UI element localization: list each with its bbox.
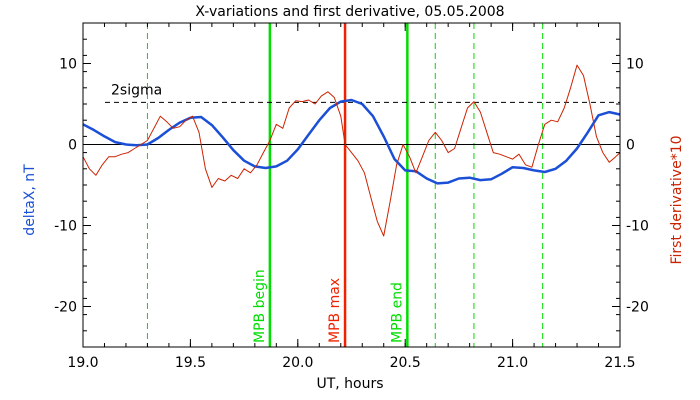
x-axis-label: UT, hours <box>316 376 383 392</box>
axis-ticks: 19.0 19.5 20.0 20.5 21.0 21.5 10 10 0 0 -10 -10 -20 -… <box>54 22 649 371</box>
y2-axis-label: First derivative*10 <box>669 135 685 264</box>
y-tick-label: -20 <box>54 300 77 316</box>
x-tick-label: 21.0 <box>497 355 528 371</box>
series-layer <box>82 64 621 237</box>
plot-area: MPB begin MPB max MPB end 19.0 19.5 20.0 20.5… <box>54 22 649 371</box>
reference-lines <box>83 101 620 145</box>
x-tick-label: 20.5 <box>390 355 421 371</box>
vline-label-2: MPB end <box>389 282 405 343</box>
x-tick-label: 20.0 <box>282 355 313 371</box>
y2-tick-label: 10 <box>626 57 644 73</box>
x-tick-label: 19.5 <box>175 355 206 371</box>
y-axis-label: deltaX, nT <box>22 164 38 236</box>
threshold-label: 2sigma <box>111 82 162 98</box>
series-line-1 <box>82 64 621 237</box>
plot-frame <box>82 22 621 348</box>
chart-title: X-variations and first derivative, 05.05… <box>195 4 504 20</box>
y-tick-label: 10 <box>59 57 77 73</box>
y-tick-label: 0 <box>68 138 77 154</box>
vline-label-1: MPB max <box>327 278 343 343</box>
vline-label-0: MPB begin <box>252 269 268 343</box>
y2-tick-label: 0 <box>626 138 635 154</box>
y2-tick-label: -10 <box>626 219 649 235</box>
y2-tick-label: -20 <box>626 300 649 316</box>
x-tick-label: 21.5 <box>604 355 635 371</box>
y-tick-label: -10 <box>54 219 77 235</box>
vertical-markers: MPB begin MPB max MPB end <box>146 23 544 347</box>
x-tick-label: 19.0 <box>67 355 98 371</box>
